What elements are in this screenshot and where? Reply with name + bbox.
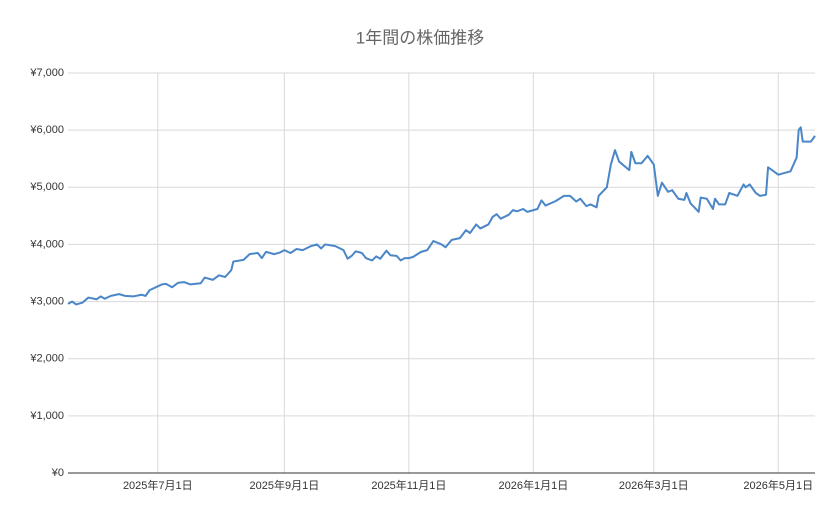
x-tick-label: 2026年3月1日 — [619, 478, 689, 492]
x-tick-label: 2026年5月1日 — [743, 478, 813, 492]
y-tick-label: ¥5,000 — [29, 181, 64, 193]
y-tick-label: ¥1,000 — [29, 410, 64, 422]
x-tick-label: 2025年11月1日 — [371, 478, 446, 492]
y-tick-label: ¥0 — [51, 467, 64, 479]
y-tick-label: ¥4,000 — [29, 238, 64, 250]
y-tick-label: ¥7,000 — [29, 67, 64, 79]
y-tick-label: ¥3,000 — [29, 295, 64, 307]
y-tick-label: ¥2,000 — [29, 353, 64, 365]
x-tick-label: 2025年7月1日 — [123, 478, 193, 492]
y-tick-label: ¥6,000 — [29, 124, 64, 136]
x-tick-label: 2025年9月1日 — [249, 478, 319, 492]
chart-title: 1年間の株価推移 — [356, 28, 484, 47]
price-line — [67, 126, 816, 306]
x-tick-label: 2026年1月1日 — [498, 478, 568, 492]
